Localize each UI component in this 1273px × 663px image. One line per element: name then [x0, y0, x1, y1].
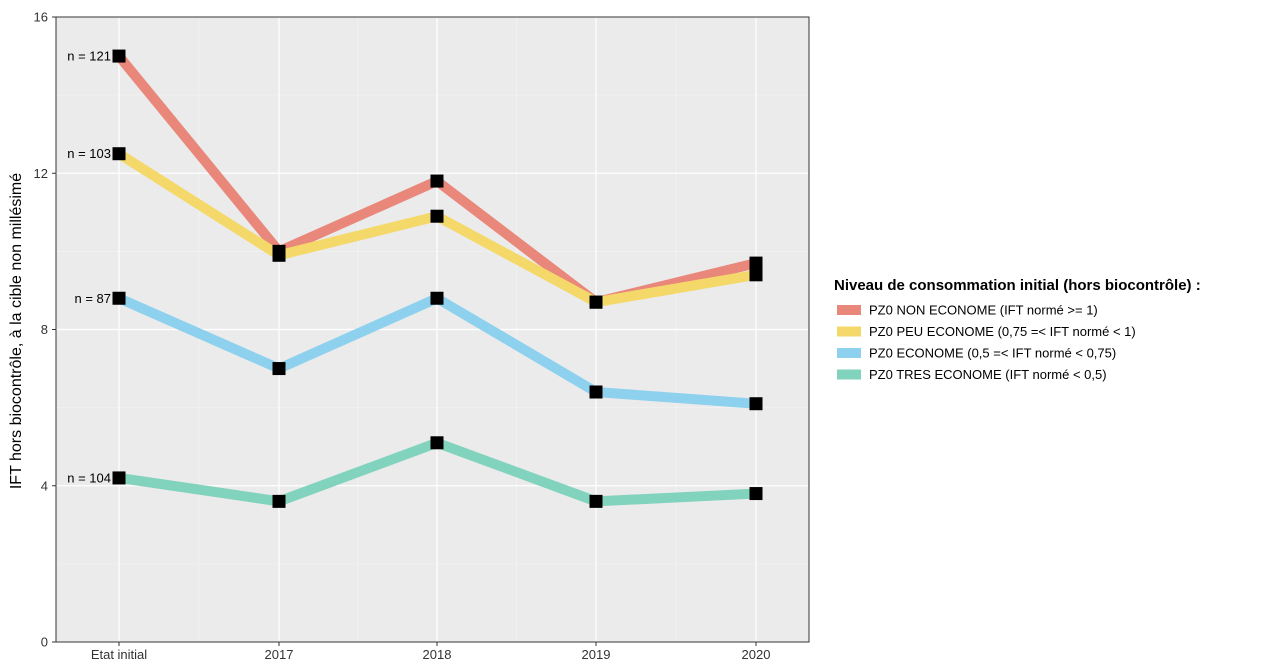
series-3-point-2: [272, 362, 286, 376]
legend-label-2: PZ0 PEU ECONOME (0,75 =< IFT normé < 1): [869, 324, 1136, 339]
series-2-point-3: [430, 209, 444, 223]
series-1-point-5: [749, 256, 763, 270]
series-2-point-4: [589, 295, 603, 309]
y-axis-title: IFT hors biocontrôle, à la cible non mil…: [8, 173, 25, 489]
y-tick-label: 12: [34, 166, 48, 181]
series-3-point-5: [749, 397, 763, 411]
x-tick-label: Etat initial: [91, 647, 147, 662]
x-tick-label: 2020: [742, 647, 771, 662]
axes: 0 4 8 12 16 Etat initial 2017 2018 2019 2020: [34, 10, 771, 663]
n-label-1: n = 121: [67, 49, 111, 64]
series-2-point-2: [272, 248, 286, 262]
y-tick-label: 4: [41, 478, 48, 493]
legend-swatch-1: [837, 305, 861, 315]
y-tick-label: 16: [34, 10, 48, 25]
x-tick-label: 2017: [265, 647, 294, 662]
series-4-point-4: [589, 494, 603, 508]
series-4-point-3: [430, 436, 444, 450]
legend: Niveau de consommation initial (hors bio…: [834, 277, 1201, 382]
y-tick-label: 0: [41, 635, 48, 650]
x-tick-label: 2018: [423, 647, 452, 662]
x-tick-label: 2019: [582, 647, 611, 662]
legend-label-3: PZ0 ECONOME (0,5 =< IFT normé < 0,75): [869, 346, 1116, 361]
series-3-point-3: [430, 291, 444, 305]
series-4-point-1: [112, 471, 126, 485]
legend-label-4: PZ0 TRES ECONOME (IFT normé < 0,5): [869, 367, 1107, 382]
y-tick-label: 8: [41, 322, 48, 337]
legend-swatch-2: [837, 326, 861, 337]
series-3-point-1: [112, 291, 126, 305]
legend-label-1: PZ0 NON ECONOME (IFT normé >= 1): [869, 303, 1098, 318]
series-4-point-5: [749, 487, 763, 501]
marker-layer: [112, 49, 763, 508]
series-2-point-1: [112, 147, 126, 161]
n-label-2: n = 103: [67, 146, 111, 161]
plot-panel-group: n = 121 n = 103 n = 87 n = 104: [55, 16, 810, 643]
legend-title: Niveau de consommation initial (hors bio…: [834, 277, 1201, 294]
n-label-layer: n = 121 n = 103 n = 87 n = 104: [67, 49, 111, 486]
series-1-point-3: [430, 174, 444, 188]
n-label-3: n = 87: [74, 291, 111, 306]
legend-swatch-3: [837, 348, 861, 358]
series-2-point-5: [749, 268, 763, 282]
n-label-4: n = 104: [67, 470, 111, 485]
series-4-point-2: [272, 494, 286, 508]
series-1-point-1: [112, 49, 126, 63]
series-3-point-4: [589, 385, 603, 399]
legend-swatch-4: [837, 369, 861, 380]
